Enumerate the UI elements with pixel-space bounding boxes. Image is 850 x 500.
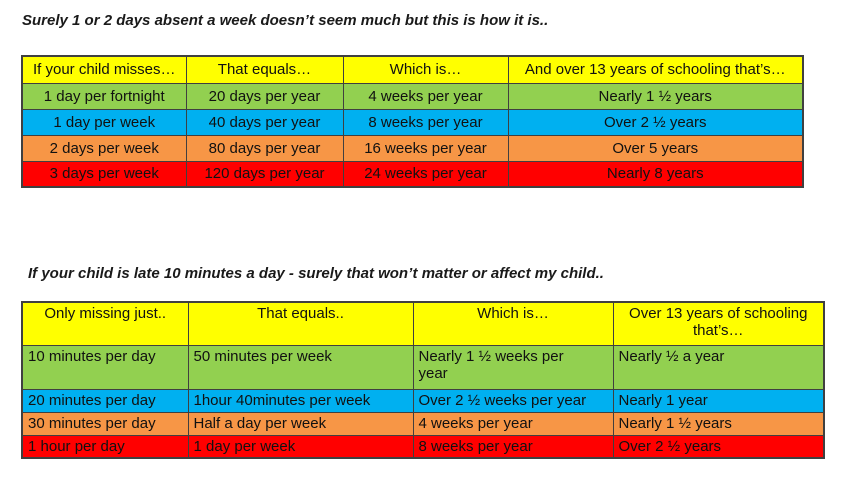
table-cell: Nearly 1 ½ weeks per year	[412, 344, 614, 390]
table-header-row: Only missing just.. That equals.. Which …	[21, 301, 825, 346]
absence-table-title: Surely 1 or 2 days absent a week doesn’t…	[22, 12, 549, 29]
table-cell: 80 days per year	[185, 134, 344, 162]
table-row-green: 10 minutes per day 50 minutes per week N…	[21, 344, 825, 390]
table-row-blue: 1 day per week 40 days per year 8 weeks …	[21, 108, 804, 136]
header-cell: If your child misses…	[21, 55, 187, 84]
header-cell: Over 13 years of schooling that’s…	[612, 301, 825, 346]
table-cell: 3 days per week	[21, 160, 187, 188]
table-row-blue: 20 minutes per day 1hour 40minutes per w…	[21, 388, 825, 413]
table-cell: Over 2 ½ years	[507, 108, 804, 136]
table-cell: Nearly 1 ½ years	[507, 82, 804, 110]
table-cell: 2 days per week	[21, 134, 187, 162]
table-cell: 24 weeks per year	[342, 160, 509, 188]
table-header-row: If your child misses… That equals… Which…	[21, 55, 804, 84]
table-row-red: 3 days per week 120 days per year 24 wee…	[21, 160, 804, 188]
table-cell: Half a day per week	[187, 411, 414, 436]
table-cell: 20 minutes per day	[21, 388, 189, 413]
table-cell: 1 day per week	[21, 108, 187, 136]
table-cell: 1 day per fortnight	[21, 82, 187, 110]
table-cell: 120 days per year	[185, 160, 344, 188]
header-cell: That equals..	[187, 301, 414, 346]
table-cell: Over 2 ½ years	[612, 434, 825, 459]
table-cell: 10 minutes per day	[21, 344, 189, 390]
table-cell: 8 weeks per year	[342, 108, 509, 136]
table-cell: 16 weeks per year	[342, 134, 509, 162]
table-cell: Nearly ½ a year	[612, 344, 825, 390]
table-cell: 30 minutes per day	[21, 411, 189, 436]
table-cell: 8 weeks per year	[412, 434, 614, 459]
table-row-red: 1 hour per day 1 day per week 8 weeks pe…	[21, 434, 825, 459]
lateness-impact-table: Only missing just.. That equals.. Which …	[21, 301, 825, 459]
table-cell: Nearly 8 years	[507, 160, 804, 188]
table-cell: Over 2 ½ weeks per year	[412, 388, 614, 413]
table-cell: 40 days per year	[185, 108, 344, 136]
table-cell: Over 5 years	[507, 134, 804, 162]
table-row-orange: 2 days per week 80 days per year 16 week…	[21, 134, 804, 162]
header-cell: And over 13 years of schooling that’s…	[507, 55, 804, 84]
table-row-orange: 30 minutes per day Half a day per week 4…	[21, 411, 825, 436]
header-cell: That equals…	[185, 55, 344, 84]
absence-impact-table: If your child misses… That equals… Which…	[21, 55, 804, 188]
table-cell: Nearly 1 year	[612, 388, 825, 413]
table-cell: 1 day per week	[187, 434, 414, 459]
lateness-table-title: If your child is late 10 minutes a day -…	[28, 265, 604, 282]
table-cell-text: Nearly 1 ½ weeks per year	[418, 347, 564, 382]
header-cell: Which is…	[342, 55, 509, 84]
table-cell: Nearly 1 ½ years	[612, 411, 825, 436]
table-cell: 4 weeks per year	[342, 82, 509, 110]
table-cell: 1hour 40minutes per week	[187, 388, 414, 413]
table-cell: 1 hour per day	[21, 434, 189, 459]
table-row-green: 1 day per fortnight 20 days per year 4 w…	[21, 82, 804, 110]
header-cell: Which is…	[412, 301, 614, 346]
header-cell: Only missing just..	[21, 301, 189, 346]
table-cell: 50 minutes per week	[187, 344, 414, 390]
table-cell: 20 days per year	[185, 82, 344, 110]
table-cell: 4 weeks per year	[412, 411, 614, 436]
